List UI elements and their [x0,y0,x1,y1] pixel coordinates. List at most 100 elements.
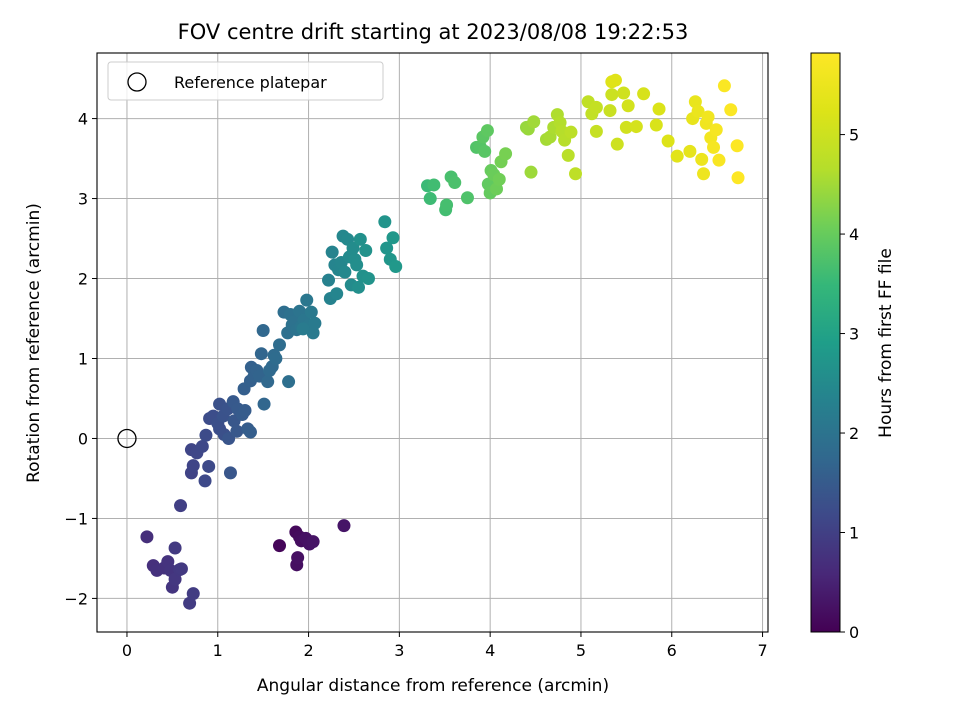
colorbar-label: Hours from first FF file [876,248,896,438]
data-point [448,176,462,190]
x-tick-label: 6 [667,641,677,660]
data-point [589,100,603,114]
data-point [300,293,314,307]
data-point [652,102,666,116]
y-tick-label: 0 [78,429,88,448]
data-point [174,562,188,576]
data-point [569,167,583,181]
data-point [707,140,721,154]
data-point [186,459,200,473]
chart-title: FOV centre drift starting at 2023/08/08 … [178,20,689,44]
colorbar-tick-label: 3 [849,325,859,344]
data-point [291,551,305,565]
data-point [198,474,212,488]
data-point [731,171,745,185]
data-point [561,148,575,162]
data-point [308,316,322,330]
data-point [257,397,271,411]
data-point [337,519,351,533]
colorbar-tick-label: 4 [849,225,859,244]
y-tick-label: −1 [64,509,88,528]
data-point [617,86,631,100]
data-point [440,198,454,212]
data-point [724,103,738,117]
data-point [527,115,541,129]
data-point [492,172,506,186]
y-tick-label: 4 [78,110,88,129]
data-point [608,73,622,87]
data-point [174,499,188,513]
data-point [168,541,182,555]
data-point [261,375,275,389]
x-tick-label: 1 [213,641,223,660]
legend: Reference platepar [107,61,384,101]
data-point [701,110,715,124]
colorbar-tick-label: 5 [849,126,859,145]
data-point [304,305,318,319]
colorbar-tick-label: 1 [849,524,859,543]
data-point [460,191,474,205]
data-point [610,137,624,151]
data-point [230,424,244,438]
x-tick-label: 2 [303,641,313,660]
legend-box [107,61,384,101]
colorbar-ticks: 0 1 2 3 4 5 [840,126,859,642]
data-point [202,459,216,473]
x-axis-label: Angular distance from reference (arcmin) [257,676,609,696]
data-point [478,144,492,158]
data-point [243,425,257,439]
data-point [629,120,643,134]
data-point [603,104,617,118]
data-point [427,178,441,192]
data-point [730,139,744,153]
data-point [254,347,268,361]
data-point [361,272,375,286]
data-point [351,280,365,294]
data-point [691,104,705,118]
data-point [238,403,252,417]
data-point [480,124,494,138]
y-tick-label: 1 [78,349,88,368]
plot-frame [96,52,769,633]
data-point [296,322,310,336]
data-point [273,338,287,352]
data-point [378,215,392,229]
x-tick-label: 4 [485,641,495,660]
data-point [499,147,513,161]
data-point [195,439,209,453]
data-point [338,265,352,279]
data-point [389,260,403,274]
y-tick-label: −2 [64,589,88,608]
data-point [524,165,538,179]
x-tick-label: 7 [757,641,767,660]
colorbar: 0 1 2 3 4 5 Hours from first FF file [810,52,896,642]
data-point [564,125,578,139]
x-tick-label: 0 [122,641,132,660]
data-point [380,241,394,255]
legend-marker-reference [127,72,147,92]
data-point [697,167,711,181]
data-point [359,244,373,258]
data-point [605,88,619,102]
data-point [223,466,237,480]
data-point [589,124,603,138]
data-point [140,530,154,544]
data-point [350,258,364,272]
data-points [140,73,745,610]
data-point [306,326,320,340]
data-point [353,232,367,246]
data-point [346,241,360,255]
data-point [269,351,283,365]
data-point [670,149,684,163]
y-tick-label: 2 [78,270,88,289]
data-point [282,375,296,389]
data-point [709,123,723,137]
data-point [256,324,270,338]
data-point [621,99,635,113]
y-axis-label: Rotation from reference (arcmin) [24,203,44,483]
data-point [661,134,675,148]
data-point [717,79,731,93]
legend-label-reference: Reference platepar [174,73,327,92]
data-point [199,428,213,442]
